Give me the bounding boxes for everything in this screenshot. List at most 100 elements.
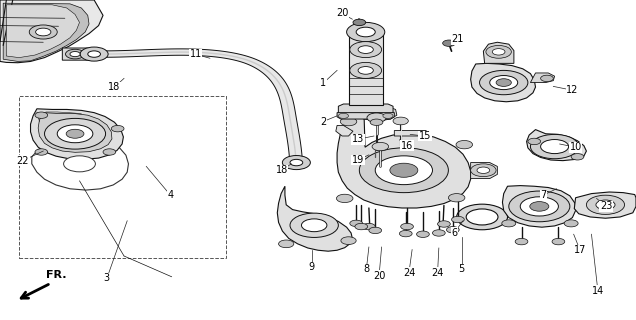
Circle shape [552,238,565,245]
Circle shape [111,125,124,132]
Circle shape [350,220,363,227]
Circle shape [80,47,108,61]
Text: 3: 3 [104,273,110,284]
Circle shape [477,167,490,173]
Circle shape [486,45,511,58]
Circle shape [66,49,85,59]
Polygon shape [483,42,514,63]
Circle shape [390,163,418,177]
Text: 21: 21 [452,34,464,44]
Text: 19: 19 [352,155,364,165]
Text: 6: 6 [451,228,457,238]
Text: 5: 5 [459,264,465,275]
Circle shape [359,148,448,193]
Circle shape [369,227,382,234]
Polygon shape [337,113,394,119]
Circle shape [375,156,432,185]
Circle shape [528,138,541,145]
Circle shape [586,195,625,214]
Circle shape [88,51,100,57]
Circle shape [282,156,310,170]
Polygon shape [349,32,383,105]
Circle shape [36,28,51,36]
Text: 15: 15 [418,131,431,141]
Polygon shape [277,186,352,251]
Circle shape [438,221,450,227]
Circle shape [457,204,508,230]
Circle shape [515,238,528,245]
Circle shape [350,42,382,58]
Circle shape [490,76,518,90]
Polygon shape [527,130,586,161]
Circle shape [35,112,48,118]
Circle shape [301,219,327,232]
Polygon shape [471,63,536,102]
Circle shape [353,19,366,26]
Circle shape [401,223,413,230]
Text: 4: 4 [167,190,174,200]
Text: 9: 9 [308,262,315,272]
Circle shape [596,200,615,210]
Polygon shape [38,113,112,152]
Text: 22: 22 [17,156,29,166]
Circle shape [358,67,373,74]
Circle shape [338,113,349,118]
Polygon shape [394,131,427,136]
Circle shape [66,129,84,138]
Text: 18: 18 [275,165,288,175]
Circle shape [358,46,373,53]
Circle shape [446,227,459,233]
Polygon shape [502,186,576,227]
Circle shape [370,119,383,125]
Circle shape [530,134,579,159]
Circle shape [341,237,356,244]
Circle shape [541,75,553,82]
Text: 23: 23 [600,201,612,212]
Polygon shape [336,125,353,136]
Circle shape [564,220,578,227]
Circle shape [480,70,528,95]
Polygon shape [355,106,397,121]
Text: 17: 17 [574,245,586,255]
Polygon shape [530,73,555,83]
Text: 14: 14 [591,285,604,296]
Circle shape [496,79,511,86]
Circle shape [363,223,375,230]
Circle shape [350,62,382,78]
Circle shape [64,156,95,172]
Circle shape [492,49,505,55]
Circle shape [279,240,294,248]
Circle shape [35,149,48,155]
Circle shape [393,117,408,125]
Circle shape [290,213,338,237]
Circle shape [355,223,368,230]
Circle shape [432,230,445,236]
Circle shape [509,191,570,222]
Circle shape [571,154,584,160]
Polygon shape [338,104,393,115]
Bar [19,96,226,258]
Text: 2: 2 [320,116,326,127]
Circle shape [45,118,106,149]
Text: 16: 16 [401,140,413,151]
Text: 20: 20 [373,271,385,281]
Text: 24: 24 [403,268,415,278]
Circle shape [57,125,93,143]
Text: 13: 13 [352,134,364,144]
Polygon shape [574,192,636,218]
Circle shape [367,113,386,123]
Polygon shape [94,49,303,163]
Polygon shape [337,107,471,208]
Circle shape [399,230,412,237]
Polygon shape [0,0,103,63]
Text: 1: 1 [320,78,326,88]
Text: 7: 7 [540,190,546,200]
Circle shape [417,231,429,237]
Text: 24: 24 [431,268,444,278]
Circle shape [530,202,549,211]
Circle shape [520,197,558,216]
Circle shape [290,159,303,166]
Text: 12: 12 [566,85,579,95]
Text: FR.: FR. [46,270,66,280]
Text: 18: 18 [108,82,121,92]
